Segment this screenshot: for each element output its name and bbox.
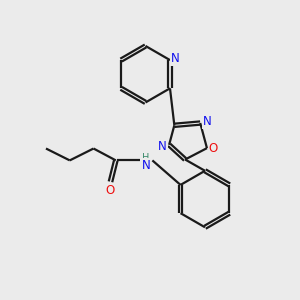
Text: H: H [142, 153, 149, 163]
Text: N: N [202, 115, 211, 128]
Text: O: O [209, 142, 218, 154]
Text: N: N [142, 159, 150, 172]
Text: N: N [158, 140, 167, 153]
Text: O: O [106, 184, 115, 196]
Text: N: N [171, 52, 180, 65]
